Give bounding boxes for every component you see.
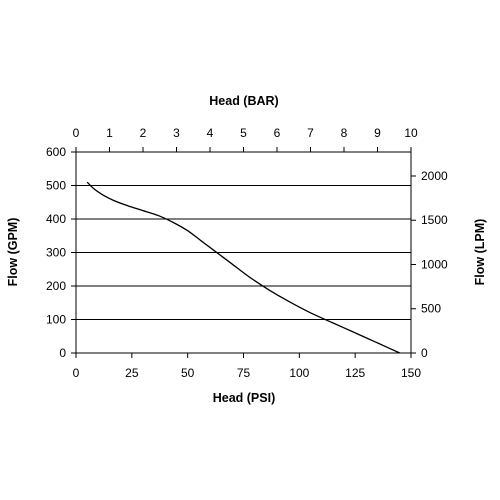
y2-axis-title: Flow (LPM) [473,219,487,286]
x-tick-label-1: 25 [125,366,139,380]
y-tick-label-6: 600 [46,145,66,159]
y2-tick-label-4: 2000 [421,169,448,183]
y2-tick-label-2: 1000 [421,257,448,271]
y-tick-label-4: 400 [46,212,66,226]
x2-tick-label-1: 1 [106,126,113,140]
y-tick-label-3: 300 [46,246,66,260]
x2-tick-label-3: 3 [173,126,180,140]
x2-tick-label-4: 4 [207,126,214,140]
x2-tick-label-10: 10 [404,126,418,140]
x2-tick-label-6: 6 [274,126,281,140]
x-tick-label-0: 0 [73,366,80,380]
y-tick-label-1: 100 [46,313,66,327]
x2-tick-label-8: 8 [341,126,348,140]
x-axis-title: Head (PSI) [213,391,276,405]
y2-tick-label-3: 1500 [421,213,448,227]
series-layer [86,181,401,354]
x2-tick-label-2: 2 [140,126,147,140]
grid-layer [76,151,411,354]
x2-tick-label-5: 5 [240,126,247,140]
x-tick-label-4: 100 [289,366,309,380]
y2-tick-label-0: 0 [421,346,428,360]
x-tick-label-2: 50 [181,366,195,380]
y-tick-label-5: 500 [46,179,66,193]
y-tick-label-2: 200 [46,279,66,293]
x-tick-label-3: 75 [237,366,251,380]
x-tick-label-5: 125 [345,366,365,380]
x-tick-label-6: 150 [401,366,421,380]
series-line-0 [86,181,401,354]
y2-tick-label-1: 500 [421,302,441,316]
x2-tick-label-7: 7 [307,126,314,140]
tick-layer [71,147,416,358]
x2-axis-title: Head (BAR) [209,94,278,108]
y-axis-title: Flow (GPM) [6,218,20,287]
y-tick-label-0: 0 [59,346,66,360]
x2-tick-label-9: 9 [374,126,381,140]
x2-tick-label-0: 0 [73,126,80,140]
